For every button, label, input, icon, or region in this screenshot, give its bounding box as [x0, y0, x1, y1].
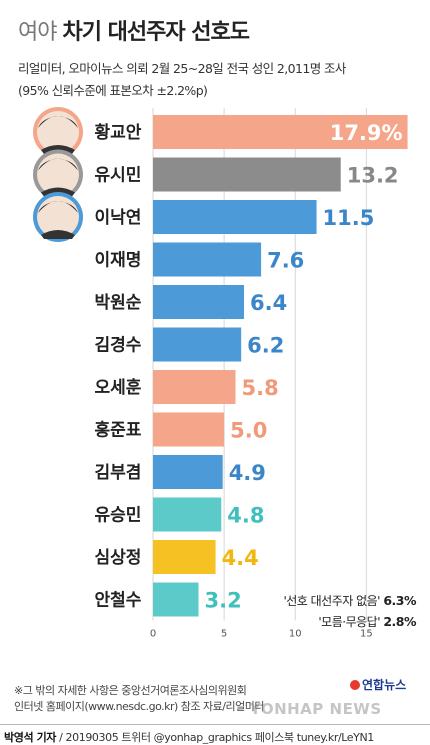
x-tick-label: 0	[150, 629, 156, 640]
footer: 박영석 기자 / 20190305 트위터 @yonhap_graphics 페…	[0, 724, 430, 745]
x-tick-label: 5	[221, 629, 227, 640]
bar-이재명	[153, 242, 262, 277]
title-main: 차기 대선주자 선호도	[62, 20, 249, 45]
category-label: 유승민	[95, 506, 142, 526]
value-label: 17.9%	[330, 121, 403, 145]
logo-icon	[350, 680, 360, 690]
value-label: 13.2	[347, 164, 399, 188]
category-label: 김부겸	[95, 463, 142, 483]
photo-hair	[38, 201, 78, 213]
watermark: YONHAP NEWS	[250, 700, 382, 718]
category-label: 오세훈	[95, 377, 142, 398]
chart-title: 여야 차기 대선주자 선호도	[18, 14, 250, 46]
reporter-name: 박영석 기자	[4, 731, 57, 744]
logo-text: 연합뉴스	[362, 678, 407, 692]
value-label: 6.4	[250, 291, 287, 315]
bar-유승민	[153, 497, 222, 532]
note-dont-know-label: '모름·무응답'	[318, 615, 380, 629]
photo-hair	[38, 116, 78, 128]
category-label: 유시민	[95, 166, 142, 186]
bar-chart: 0 5 10 15 황교안 17.9% 유시민 13.2 이낙연 11.5 이재명 7.6 박원순 6.4…	[33, 107, 408, 640]
footnote-link: 인터넷 홈페이지(www.nesdc.go.kr) 참조	[14, 700, 201, 713]
category-label: 김경수	[95, 336, 142, 356]
category-label: 안철수	[95, 591, 142, 611]
note-dont-know-value: 2.8%	[383, 614, 416, 629]
title-prefix: 여야	[18, 20, 57, 45]
x-tick-label: 10	[289, 629, 302, 640]
photo-face	[37, 111, 79, 153]
category-label: 이낙연	[95, 208, 142, 228]
bar-심상정	[153, 540, 216, 574]
subtitle-margin: (95% 신뢰수준에 표본오차 ±2.2%p)	[18, 83, 208, 98]
footnote-line2: 인터넷 홈페이지(www.nesdc.go.kr) 참조 자료/리얼미터	[14, 698, 264, 714]
bar-안철수	[153, 582, 199, 617]
note-no-preference-label: '선호 대선주자 없음'	[283, 594, 380, 608]
bar-이낙연	[153, 200, 317, 234]
value-label: 7.6	[267, 249, 304, 273]
x-tick-label: 15	[360, 629, 373, 640]
value-label: 5.0	[230, 419, 267, 443]
bar-박원순	[153, 285, 245, 319]
note-no-preference: '선호 대선주자 없음' 6.3%	[283, 592, 416, 609]
category-label: 심상정	[95, 548, 142, 568]
category-label: 이재명	[95, 251, 142, 271]
bar-김경수	[153, 327, 242, 362]
source-label: 자료/리얼미터	[203, 700, 264, 713]
note-dont-know: '모름·무응답' 2.8%	[318, 613, 416, 630]
photo-이낙연	[33, 192, 83, 242]
bar-홍준표	[153, 412, 225, 447]
bar-유시민	[153, 157, 341, 192]
value-label: 3.2	[205, 589, 242, 613]
photo-face	[37, 196, 79, 238]
photo-hair	[38, 158, 78, 171]
category-label: 황교안	[95, 123, 142, 143]
value-label: 4.9	[229, 461, 266, 485]
footer-meta: / 20190305 트위터 @yonhap_graphics 페이스북 tun…	[59, 731, 374, 744]
value-label: 4.4	[222, 546, 259, 570]
yonhap-logo: 연합뉴스	[350, 676, 406, 693]
category-label: 박원순	[95, 293, 142, 313]
value-label: 11.5	[323, 206, 375, 230]
bar-김부겸	[153, 455, 223, 489]
photo-face	[37, 153, 79, 196]
value-label: 5.8	[241, 376, 278, 400]
subtitle-survey: 리얼미터, 오마이뉴스 의뢰 2월 25~28일 전국 성인 2,011명 조사	[18, 61, 346, 76]
bar-황교안	[153, 115, 408, 149]
category-label: 홍준표	[95, 420, 142, 441]
photo-suit	[41, 230, 75, 239]
bar-오세훈	[153, 370, 236, 404]
value-label: 4.8	[227, 504, 264, 528]
note-no-preference-value: 6.3%	[383, 593, 416, 608]
footnote-line1: ※그 밖의 자세한 사항은 중앙선거여론조사심의위원회	[14, 684, 247, 697]
value-label: 6.2	[247, 334, 284, 358]
